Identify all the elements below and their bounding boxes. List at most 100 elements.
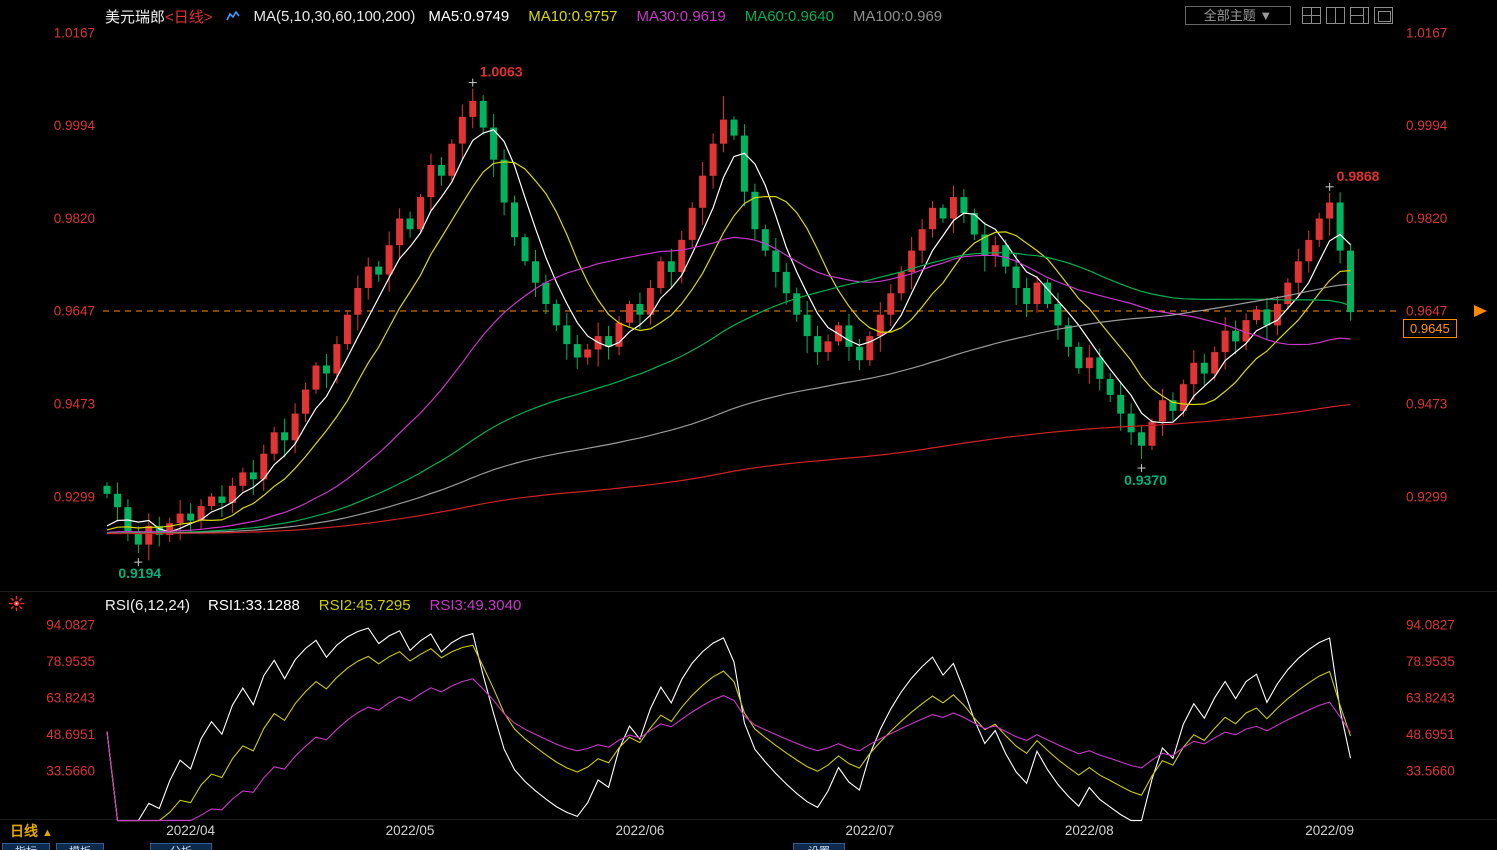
candle-body (1054, 304, 1062, 326)
period-label: 日线 (10, 823, 38, 839)
price-tick-label: 0.9994 (1406, 118, 1448, 133)
ma-value-label: MA100:0.969 (852, 8, 943, 25)
rsi-values-row: RSI1:33.1288 RSI2:45.7295 RSI3:49.3040 (208, 597, 521, 614)
rsi-tick-label: 33.5660 (46, 764, 95, 779)
candle-body (793, 293, 801, 315)
rsi-tick-label: 63.8243 (1406, 691, 1455, 706)
bottom-tab-stub[interactable]: 模板 (56, 843, 104, 850)
candle-body (291, 413, 299, 441)
up-triangle-icon: ▲ (42, 827, 53, 839)
bottom-tab-stub[interactable]: 指标 (2, 843, 50, 850)
candle-body (1253, 309, 1260, 321)
candle-body (1211, 352, 1219, 374)
grid-layout-icon[interactable] (1302, 7, 1321, 24)
candle-body (1158, 400, 1166, 422)
split-vertical-icon[interactable] (1326, 7, 1345, 24)
rsi-tick-label: 33.5660 (1406, 764, 1455, 779)
candle-body (866, 336, 874, 361)
price-tick-label: 0.9994 (54, 118, 96, 133)
rsi-value-label: RSI1:33.1288 (208, 597, 300, 614)
period-tag: <日线> (165, 9, 213, 26)
candle-body (761, 229, 769, 251)
rsi-tick-label: 48.6951 (1406, 727, 1455, 742)
rsi-tick-label: 48.6951 (46, 727, 95, 742)
single-pane-icon[interactable] (1374, 7, 1393, 24)
ma-value-label: MA5:0.9749 (428, 8, 510, 25)
candle-body (406, 218, 414, 230)
date-label: 2022/09 (1305, 823, 1354, 838)
candle-body (845, 325, 853, 347)
main-plot-surface[interactable] (103, 30, 1398, 588)
candle-body (208, 496, 215, 507)
candle-body (605, 336, 613, 347)
rsi-plot-surface[interactable] (103, 596, 1398, 818)
candle-body (1305, 239, 1313, 262)
ma-values-row: MA5:0.9749 MA10:0.9757 MA30:0.9619 MA60:0.9… (428, 8, 942, 25)
candle-body (970, 213, 978, 235)
candle-body (855, 346, 863, 361)
candle-body (1023, 288, 1031, 304)
candle-body (333, 344, 341, 374)
candle-body (458, 116, 466, 144)
price-tick-label: 0.9473 (1406, 396, 1447, 411)
candle-body (1096, 357, 1104, 379)
candle-body (469, 100, 477, 117)
candle-body (281, 432, 289, 441)
candle-body (751, 191, 759, 230)
candle-body (176, 513, 184, 524)
candle-body (626, 304, 633, 323)
current-price-tag: 0.9645 (1403, 319, 1457, 338)
ma100-line (106, 283, 1351, 535)
candle-body (667, 261, 675, 272)
candle-body (197, 506, 205, 521)
ma-value-label: MA10:0.9757 (528, 8, 618, 25)
price-tick-label: 0.9647 (1406, 303, 1447, 318)
ma30-line (106, 236, 1351, 534)
extreme-price-label: 1.0063 (480, 64, 523, 80)
candle-body (584, 349, 592, 358)
rsi24-line (106, 678, 1351, 822)
candle-body (511, 202, 518, 238)
rsi6-line (106, 627, 1352, 822)
candle-body (249, 472, 257, 480)
candle-body (1033, 282, 1041, 304)
candle-body (573, 344, 581, 358)
candle-body (166, 523, 174, 535)
rsi-tick-label: 94.0827 (46, 618, 95, 633)
candle-body (187, 513, 195, 521)
extreme-price-label: 0.9868 (1337, 168, 1380, 184)
price-tick-label: 0.9647 (54, 303, 95, 318)
candle-body (1064, 325, 1072, 347)
candle-body (615, 322, 623, 347)
candle-body (1012, 266, 1020, 288)
candle-body (354, 288, 362, 315)
candle-body (1002, 245, 1010, 267)
bottom-tab-stub[interactable]: 设置 (793, 843, 845, 850)
candle-body (803, 314, 811, 337)
bottom-tab-stub[interactable]: 分析 (150, 843, 212, 850)
candle-body (720, 119, 727, 144)
theme-dropdown-button[interactable]: 全部主题 ▼ (1185, 6, 1291, 25)
instrument-title: 美元瑞郎 <日线> (105, 6, 213, 27)
candle-body (1117, 394, 1125, 414)
candle-body (322, 365, 330, 374)
candle-body (417, 197, 424, 230)
split-right-icon[interactable] (1350, 7, 1369, 24)
rsi-value-label: RSI2:45.7295 (318, 597, 411, 614)
candle-body (929, 207, 936, 230)
candle-body (1127, 413, 1135, 433)
candle-body (1232, 330, 1240, 342)
candle-body (1242, 320, 1250, 342)
rsi12-line (106, 644, 1352, 822)
rsi-tick-label: 78.9535 (1406, 654, 1455, 669)
candle-body (1044, 282, 1051, 304)
ma-group-label: MA(5,10,30,60,100,200) (253, 8, 416, 25)
candle-body (740, 135, 748, 192)
candle-body (375, 266, 383, 275)
price-tick-label: 0.9299 (1406, 489, 1447, 504)
candle-body (709, 143, 717, 176)
candle-body (552, 304, 560, 326)
candle-body (427, 165, 435, 198)
candle-body (1263, 309, 1271, 326)
period-selector[interactable]: 日线 ▲ (10, 821, 53, 841)
